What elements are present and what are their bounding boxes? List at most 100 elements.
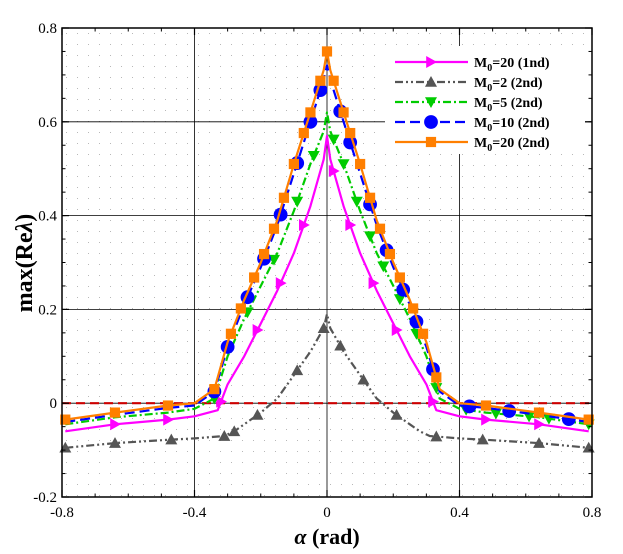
data-point bbox=[430, 430, 443, 442]
data-point bbox=[476, 433, 489, 445]
data-point bbox=[327, 134, 340, 146]
data-point bbox=[364, 192, 376, 203]
y-tick-label: -0.2 bbox=[33, 490, 57, 506]
series-1 bbox=[65, 134, 589, 433]
legend-label: M0=20 (2nd) bbox=[474, 136, 550, 154]
data-point bbox=[489, 408, 502, 420]
data-point bbox=[278, 192, 290, 203]
data-point bbox=[235, 303, 246, 314]
y-tick-label: 0.4 bbox=[38, 209, 57, 225]
data-point bbox=[431, 372, 442, 383]
data-point bbox=[481, 413, 492, 426]
data-point bbox=[328, 165, 340, 178]
legend-box bbox=[385, 46, 585, 154]
data-point bbox=[225, 328, 237, 339]
data-point bbox=[533, 437, 545, 448]
legend-label: M0=10 (2nd) bbox=[474, 116, 550, 134]
data-point bbox=[228, 425, 241, 437]
series-3 bbox=[65, 111, 595, 431]
series-layer bbox=[59, 46, 595, 453]
data-point bbox=[288, 158, 299, 170]
x-tick-label: -0.8 bbox=[50, 505, 74, 521]
legend-label: M0=20 (1nd) bbox=[474, 56, 550, 74]
data-point bbox=[291, 196, 304, 208]
data-point bbox=[321, 46, 333, 57]
x-axis-symbol: α bbox=[294, 524, 307, 549]
data-point bbox=[391, 324, 403, 337]
x-axis-unit: (rad) bbox=[312, 524, 360, 549]
data-point bbox=[298, 127, 309, 139]
data-point bbox=[163, 413, 174, 426]
data-point bbox=[209, 384, 220, 395]
legend-marker bbox=[426, 56, 437, 68]
data-point bbox=[315, 75, 326, 86]
data-point bbox=[268, 223, 280, 234]
series-line bbox=[65, 134, 589, 433]
data-point bbox=[428, 395, 439, 408]
legend-entry-3: M0=5 (2nd) bbox=[395, 96, 543, 114]
legend-entry-1: M0=20 (1nd) bbox=[395, 56, 550, 74]
data-point bbox=[334, 339, 347, 351]
data-point bbox=[268, 254, 280, 266]
data-point bbox=[251, 408, 264, 420]
data-point bbox=[534, 418, 545, 431]
data-point bbox=[345, 218, 357, 231]
data-point bbox=[462, 399, 477, 414]
legend-entry-4: M0=10 (2nd) bbox=[395, 115, 550, 134]
data-point bbox=[374, 223, 386, 234]
data-point bbox=[357, 373, 370, 385]
data-point bbox=[109, 437, 121, 448]
x-tick-label: -0.4 bbox=[183, 505, 207, 521]
data-point bbox=[305, 107, 316, 118]
data-point bbox=[110, 418, 121, 431]
legend-label: M0=5 (2nd) bbox=[474, 96, 543, 114]
data-point bbox=[394, 272, 405, 283]
data-point bbox=[218, 430, 231, 441]
data-point bbox=[390, 408, 403, 420]
data-point bbox=[338, 107, 349, 118]
data-point bbox=[60, 414, 71, 425]
x-tick-label: 0.4 bbox=[450, 505, 469, 521]
data-point bbox=[317, 322, 330, 333]
legend-marker bbox=[425, 136, 437, 148]
data-point bbox=[377, 261, 390, 273]
legend-marker bbox=[425, 76, 437, 87]
data-point bbox=[408, 303, 419, 314]
legend-entry-2: M0=2 (2nd) bbox=[395, 76, 543, 94]
legend-label: M0=2 (2nd) bbox=[474, 76, 543, 94]
x-axis-title: α (rad) bbox=[294, 524, 359, 549]
y-axis-text: max(Re bbox=[12, 232, 38, 312]
legend: M0=20 (1nd) M0=2 (2nd) M0=5 (2nd) M0=10 (2n… bbox=[385, 46, 585, 154]
data-point bbox=[533, 407, 545, 418]
data-point bbox=[216, 395, 227, 408]
data-point bbox=[291, 364, 304, 376]
data-point bbox=[345, 127, 356, 139]
data-point bbox=[109, 407, 121, 418]
data-point bbox=[162, 400, 174, 411]
data-point bbox=[337, 159, 350, 171]
data-point bbox=[328, 75, 339, 86]
data-point bbox=[480, 400, 492, 411]
data-point bbox=[299, 218, 310, 231]
data-point bbox=[350, 196, 363, 208]
legend-marker bbox=[424, 115, 438, 129]
data-point bbox=[502, 404, 517, 418]
data-point bbox=[355, 158, 366, 170]
y-tick-label: 0.6 bbox=[38, 115, 57, 131]
y-axis-title: max(Reλ) bbox=[12, 214, 38, 313]
legend-marker bbox=[425, 97, 437, 108]
data-point bbox=[249, 272, 260, 283]
series-2 bbox=[59, 313, 595, 453]
tick-layer: -0.8 -0.4 0 0.4 0.8 -0.2 0 0.2 0.4 0.6 0.8 bbox=[33, 21, 601, 521]
data-point bbox=[307, 151, 320, 162]
legend-entry-5: M0=20 (2nd) bbox=[395, 136, 550, 154]
data-point bbox=[583, 414, 594, 425]
y-tick-label: 0.8 bbox=[38, 21, 57, 37]
y-tick-label: 0.2 bbox=[38, 302, 57, 318]
data-point bbox=[368, 277, 380, 290]
x-tick-label: 0.8 bbox=[583, 505, 602, 521]
y-axis-symbol: λ bbox=[12, 221, 38, 233]
y-tick-label: 0 bbox=[50, 396, 58, 412]
data-point bbox=[165, 433, 178, 445]
